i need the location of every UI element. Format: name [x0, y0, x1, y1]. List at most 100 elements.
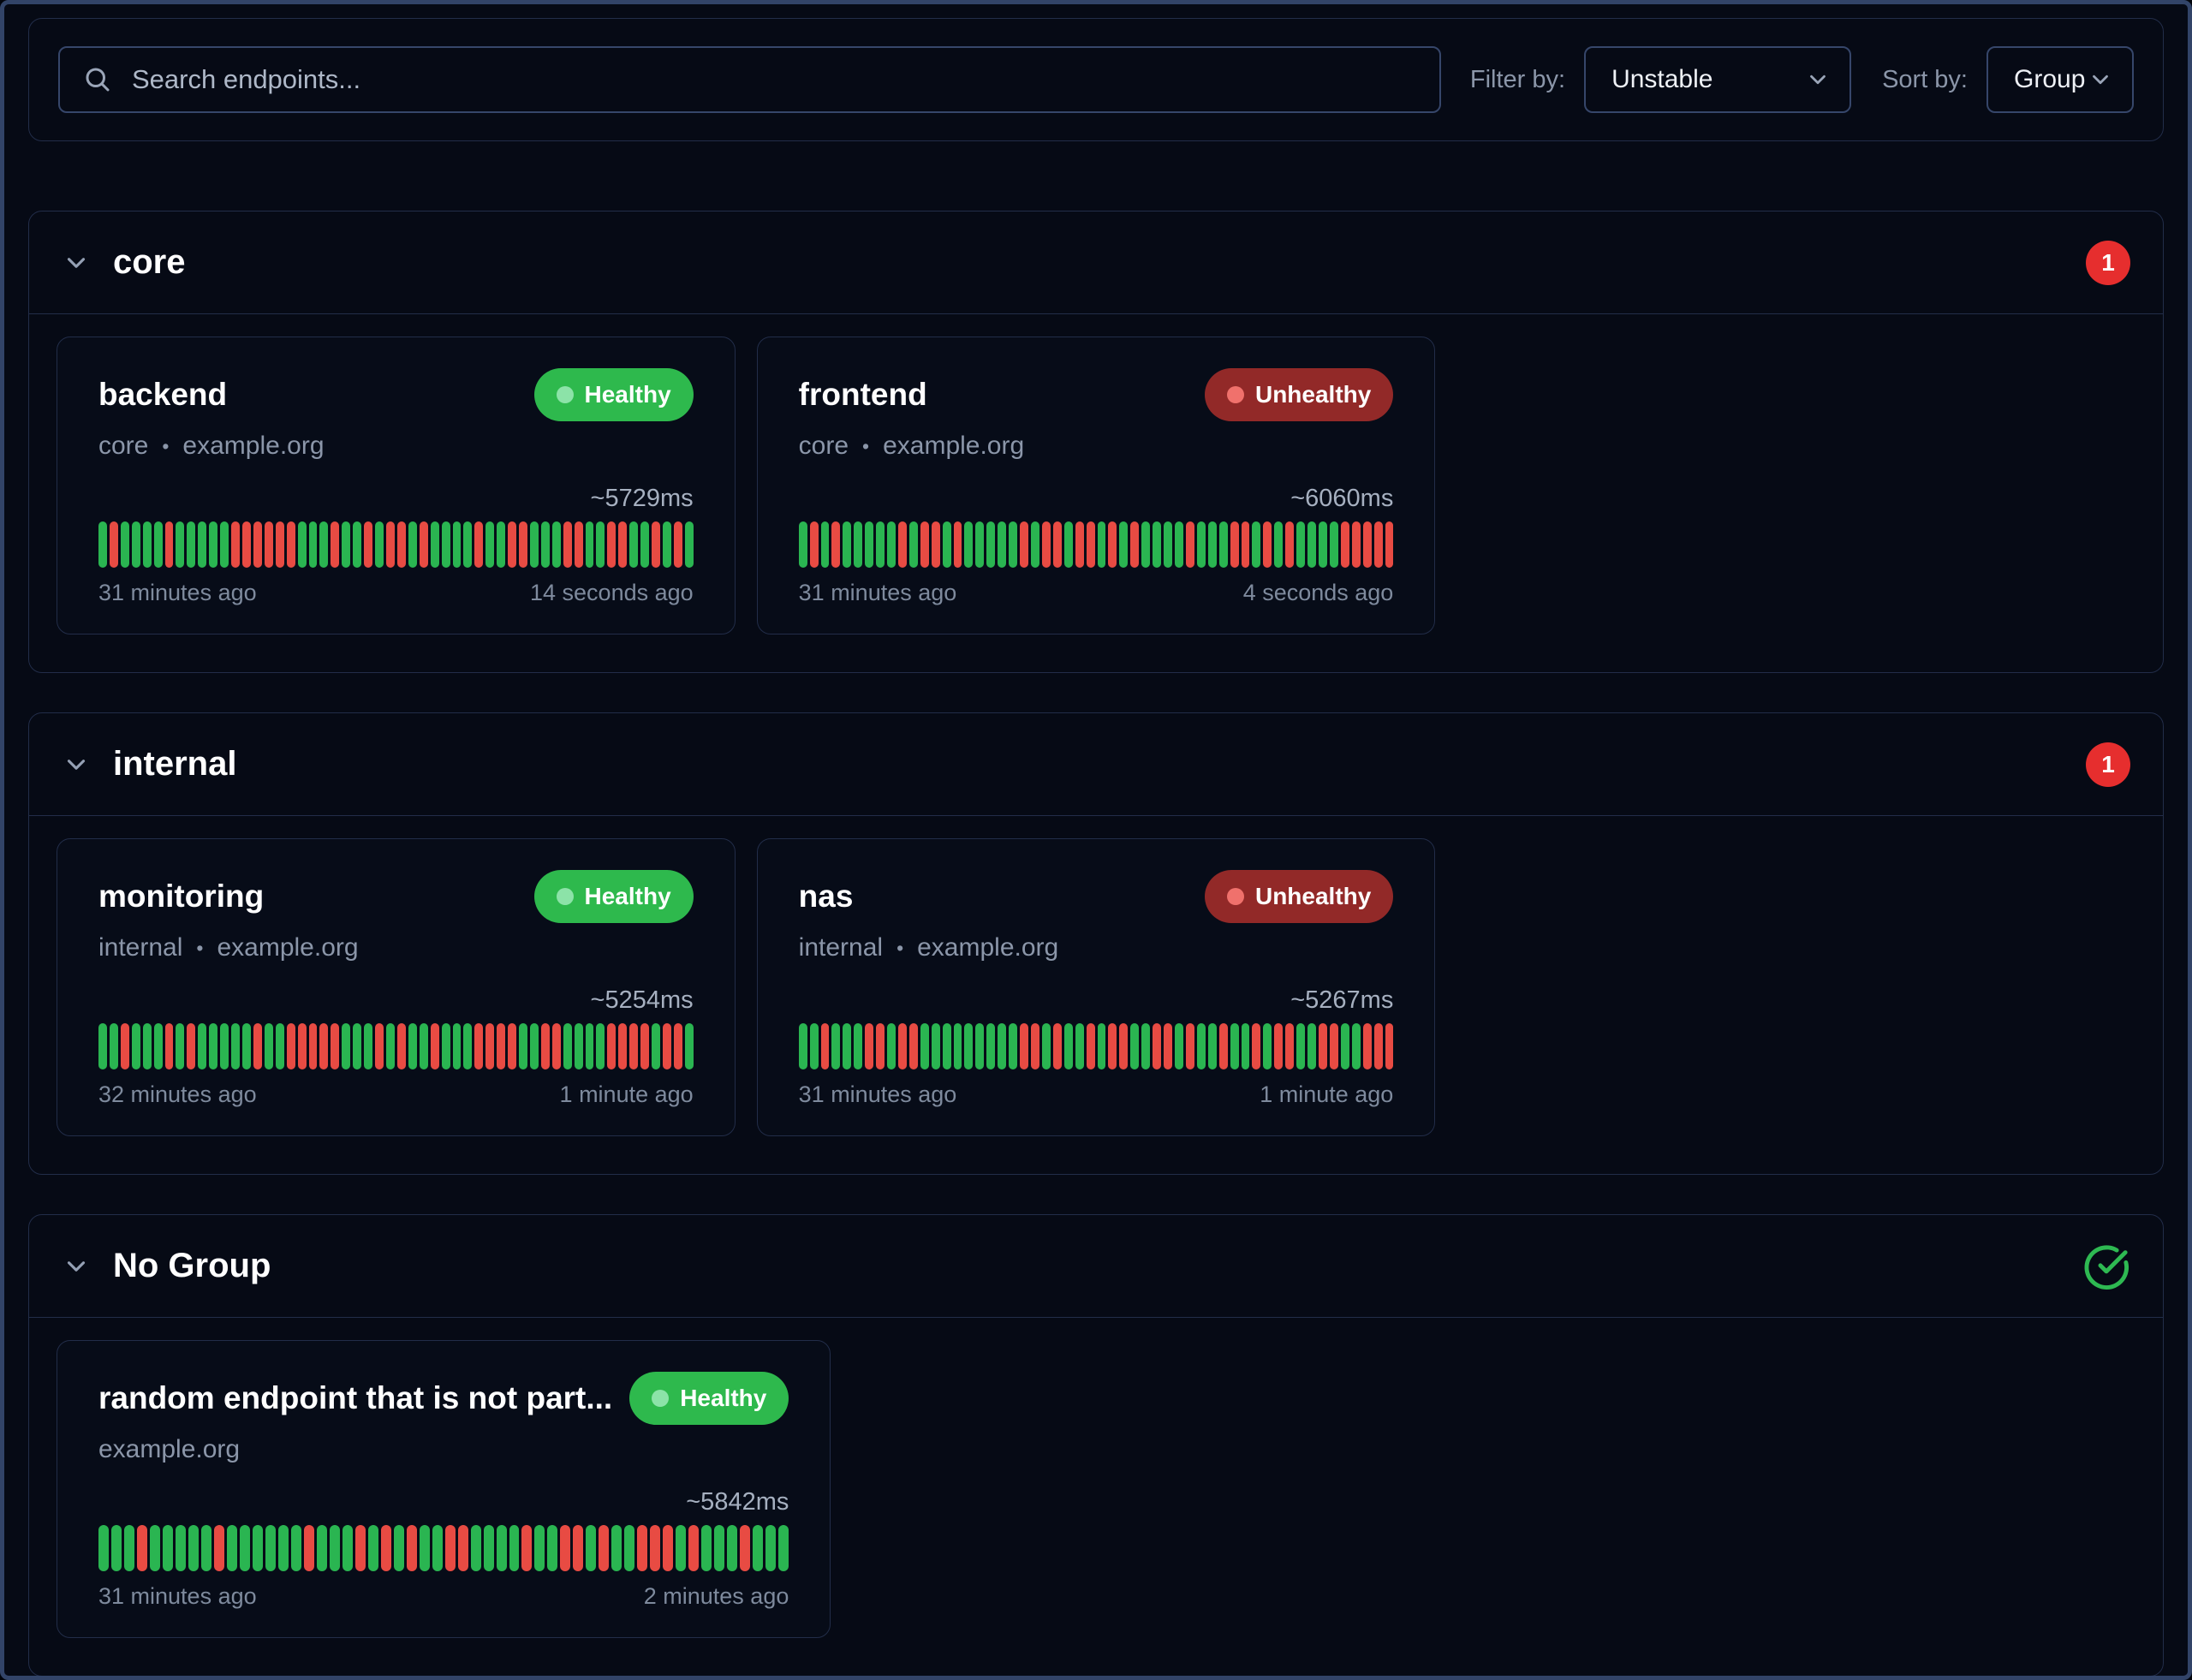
- group-header[interactable]: core 1: [29, 211, 2163, 314]
- uptime-bar-success: [596, 1023, 605, 1069]
- uptime-bar-failure: [457, 1525, 468, 1571]
- uptime-bar-success: [1063, 521, 1073, 568]
- uptime-bar-success: [529, 1023, 539, 1069]
- bullet-separator: •: [896, 936, 904, 959]
- filter-select[interactable]: Unstable: [1584, 46, 1852, 113]
- endpoint-card[interactable]: nas Unhealthy internal • example.org ~52…: [756, 838, 1436, 1136]
- uptime-bar-success: [1009, 1023, 1018, 1069]
- uptime-bar-failure: [1052, 1023, 1062, 1069]
- card-header: nas Unhealthy: [799, 870, 1394, 923]
- uptime-bar-success: [123, 1525, 134, 1571]
- uptime-bar-success: [187, 521, 196, 568]
- uptime-bar-failure: [164, 521, 174, 568]
- search-input[interactable]: [132, 64, 1417, 95]
- uptime-chart: [798, 521, 1394, 568]
- uptime-bar-success: [316, 1525, 327, 1571]
- uptime-bar-failure: [897, 1023, 907, 1069]
- uptime-bar-failure: [1185, 1023, 1194, 1069]
- group-header[interactable]: internal 1: [29, 713, 2163, 816]
- uptime-bar-success: [1252, 521, 1261, 568]
- endpoint-group: core: [798, 432, 849, 460]
- newest-timestamp: 2 minutes ago: [643, 1583, 789, 1609]
- endpoint-card[interactable]: random endpoint that is not part... Heal…: [57, 1340, 831, 1638]
- newest-timestamp: 4 seconds ago: [1242, 580, 1394, 605]
- uptime-bar-failure: [1108, 521, 1117, 568]
- endpoint-card[interactable]: backend Healthy core • example.org ~5729…: [57, 337, 736, 634]
- uptime-bar-success: [624, 1525, 635, 1571]
- uptime-bar-success: [497, 521, 506, 568]
- uptime-bar-failure: [396, 1023, 406, 1069]
- uptime-bar-success: [1207, 521, 1217, 568]
- uptime-bar-success: [753, 1525, 764, 1571]
- uptime-bar-failure: [1241, 521, 1250, 568]
- uptime-bar-success: [1063, 1023, 1073, 1069]
- bullet-separator: •: [862, 434, 870, 457]
- card-footer: 31 minutes ago 14 seconds ago: [98, 580, 694, 606]
- uptime-bar-success: [563, 1023, 572, 1069]
- uptime-bar-success: [198, 521, 207, 568]
- uptime-bar-failure: [164, 1023, 174, 1069]
- status-dot-icon: [1226, 386, 1244, 403]
- uptime-bar-success: [120, 521, 129, 568]
- uptime-bar-failure: [364, 521, 373, 568]
- uptime-bar-success: [684, 1023, 694, 1069]
- uptime-bar-failure: [406, 1525, 417, 1571]
- uptime-bar-success: [342, 521, 351, 568]
- uptime-bar-failure: [419, 521, 428, 568]
- uptime-bar-success: [1196, 1023, 1206, 1069]
- sort-select[interactable]: Group: [1986, 46, 2134, 113]
- uptime-bar-success: [1207, 1023, 1217, 1069]
- uptime-bar-success: [220, 521, 229, 568]
- uptime-bar-failure: [1086, 521, 1095, 568]
- card-footer: 31 minutes ago 4 seconds ago: [799, 580, 1394, 606]
- uptime-bar-success: [1097, 521, 1106, 568]
- endpoint-card[interactable]: monitoring Healthy internal • example.or…: [57, 838, 736, 1136]
- group-header[interactable]: No Group: [29, 1215, 2163, 1318]
- uptime-bar-success: [463, 521, 473, 568]
- uptime-bar-failure: [607, 521, 616, 568]
- uptime-bar-success: [798, 1023, 807, 1069]
- uptime-bar-success: [353, 1023, 362, 1069]
- uptime-bar-success: [727, 1525, 738, 1571]
- uptime-bar-success: [534, 1525, 545, 1571]
- uptime-bar-failure: [540, 1023, 550, 1069]
- uptime-bar-failure: [618, 521, 628, 568]
- uptime-bar-success: [540, 521, 550, 568]
- uptime-bar-failure: [430, 1023, 439, 1069]
- uptime-bar-failure: [831, 521, 841, 568]
- uptime-bar-failure: [865, 1023, 874, 1069]
- uptime-bar-success: [701, 1525, 712, 1571]
- response-time: ~5254ms: [590, 986, 694, 1014]
- uptime-bar-success: [986, 521, 996, 568]
- group-unhealthy-count-badge: 1: [2086, 742, 2130, 787]
- uptime-bar-success: [265, 1525, 276, 1571]
- uptime-bar-success: [452, 521, 462, 568]
- uptime-bar-failure: [303, 1525, 314, 1571]
- uptime-bar-success: [975, 521, 985, 568]
- uptime-bar-failure: [1285, 1023, 1295, 1069]
- uptime-bar-success: [820, 521, 830, 568]
- endpoint-card[interactable]: frontend Unhealthy core • example.org ~6…: [756, 337, 1436, 634]
- uptime-bar-failure: [688, 1525, 700, 1571]
- uptime-bar-success: [470, 1525, 481, 1571]
- uptime-chart: [98, 1525, 789, 1571]
- uptime-bar-success: [798, 521, 807, 568]
- uptime-bar-success: [778, 1525, 789, 1571]
- uptime-bar-failure: [599, 1525, 610, 1571]
- group-status: 1: [2086, 240, 2130, 285]
- status-label: Healthy: [584, 381, 671, 408]
- uptime-bar-success: [1307, 521, 1316, 568]
- card-header: monitoring Healthy: [98, 870, 694, 923]
- uptime-bar-failure: [474, 1023, 484, 1069]
- status-badge: Unhealthy: [1204, 870, 1394, 923]
- uptime-bar-success: [920, 1023, 929, 1069]
- uptime-bar-success: [574, 1023, 583, 1069]
- uptime-bar-success: [131, 521, 140, 568]
- endpoint-name: frontend: [798, 377, 927, 412]
- uptime-bar-success: [986, 1023, 996, 1069]
- search-box[interactable]: [58, 46, 1441, 113]
- uptime-bar-failure: [809, 521, 819, 568]
- endpoint-subtitle: core • example.org: [98, 432, 694, 461]
- uptime-bar-success: [175, 1525, 186, 1571]
